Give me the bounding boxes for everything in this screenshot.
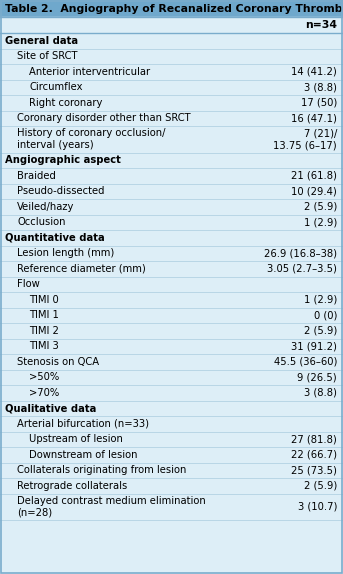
Text: 22 (66.7): 22 (66.7) xyxy=(291,450,337,460)
Bar xyxy=(0,416,343,432)
Text: General data: General data xyxy=(5,36,78,46)
Bar xyxy=(0,463,343,478)
Text: Flow: Flow xyxy=(17,279,40,289)
Bar xyxy=(0,385,343,401)
Bar xyxy=(0,308,343,323)
Bar xyxy=(0,277,343,292)
Text: Reference diameter (mm): Reference diameter (mm) xyxy=(17,263,146,274)
Text: Anterior interventricular: Anterior interventricular xyxy=(29,67,150,77)
Text: Stenosis on QCA: Stenosis on QCA xyxy=(17,357,99,367)
Bar xyxy=(0,95,343,111)
Text: Lesion length (mm): Lesion length (mm) xyxy=(17,248,114,258)
Text: Table 2.  Angiography of Recanalized Coronary Thrombi: Table 2. Angiography of Recanalized Coro… xyxy=(5,3,343,14)
Text: 2 (5.9): 2 (5.9) xyxy=(304,201,337,212)
Text: 31 (91.2): 31 (91.2) xyxy=(291,342,337,351)
Text: Upstream of lesion: Upstream of lesion xyxy=(29,435,123,444)
Text: 3.05 (2.7–3.5): 3.05 (2.7–3.5) xyxy=(267,263,337,274)
Bar xyxy=(0,17,343,33)
Text: Pseudo-dissected: Pseudo-dissected xyxy=(17,186,105,196)
Text: 27 (81.8): 27 (81.8) xyxy=(291,435,337,444)
Text: 1 (2.9): 1 (2.9) xyxy=(304,217,337,227)
Bar xyxy=(0,111,343,126)
Bar xyxy=(0,354,343,370)
Text: 26.9 (16.8–38): 26.9 (16.8–38) xyxy=(264,248,337,258)
Bar xyxy=(0,184,343,199)
Text: Arterial bifurcation (n=33): Arterial bifurcation (n=33) xyxy=(17,419,149,429)
Text: Delayed contrast medium elimination
(n=28): Delayed contrast medium elimination (n=2… xyxy=(17,495,206,518)
Text: Site of SRCT: Site of SRCT xyxy=(17,51,78,61)
Text: TIMI 3: TIMI 3 xyxy=(29,342,59,351)
Text: Circumflex: Circumflex xyxy=(29,82,83,92)
Text: 14 (41.2): 14 (41.2) xyxy=(291,67,337,77)
Bar xyxy=(0,33,343,48)
Bar xyxy=(0,292,343,308)
Text: n=34: n=34 xyxy=(305,20,337,30)
Bar xyxy=(0,168,343,184)
Text: 7 (21)/
13.75 (6–17): 7 (21)/ 13.75 (6–17) xyxy=(273,128,337,150)
Bar xyxy=(0,230,343,246)
Text: 2 (5.9): 2 (5.9) xyxy=(304,326,337,336)
Bar xyxy=(0,401,343,416)
Bar xyxy=(0,478,343,494)
Text: Collaterals originating from lesion: Collaterals originating from lesion xyxy=(17,466,186,475)
Text: 3 (10.7): 3 (10.7) xyxy=(298,502,337,512)
Text: Angiographic aspect: Angiographic aspect xyxy=(5,155,121,165)
Bar xyxy=(0,199,343,215)
Bar xyxy=(0,0,343,17)
Bar xyxy=(0,246,343,261)
Text: Veiled/hazy: Veiled/hazy xyxy=(17,201,74,212)
Bar xyxy=(0,48,343,64)
Bar xyxy=(0,447,343,463)
Text: 16 (47.1): 16 (47.1) xyxy=(291,113,337,123)
Text: 3 (8.8): 3 (8.8) xyxy=(304,82,337,92)
Text: 17 (50): 17 (50) xyxy=(301,98,337,108)
Bar xyxy=(0,370,343,385)
Bar xyxy=(0,494,343,520)
Bar xyxy=(0,64,343,80)
Text: 25 (73.5): 25 (73.5) xyxy=(291,466,337,475)
Text: 0 (0): 0 (0) xyxy=(314,311,337,320)
Text: 3 (8.8): 3 (8.8) xyxy=(304,388,337,398)
Text: History of coronary occlusion/
interval (years): History of coronary occlusion/ interval … xyxy=(17,128,166,150)
Text: Retrograde collaterals: Retrograde collaterals xyxy=(17,481,127,491)
Text: >70%: >70% xyxy=(29,388,59,398)
Text: Coronary disorder other than SRCT: Coronary disorder other than SRCT xyxy=(17,113,191,123)
Text: Braided: Braided xyxy=(17,170,56,181)
Text: 2 (5.9): 2 (5.9) xyxy=(304,481,337,491)
Text: Downstream of lesion: Downstream of lesion xyxy=(29,450,138,460)
Text: TIMI 2: TIMI 2 xyxy=(29,326,59,336)
Bar xyxy=(0,215,343,230)
Text: 45.5 (36–60): 45.5 (36–60) xyxy=(274,357,337,367)
Text: Qualitative data: Qualitative data xyxy=(5,404,96,413)
Bar xyxy=(0,80,343,95)
Text: TIMI 0: TIMI 0 xyxy=(29,295,59,305)
Bar xyxy=(0,432,343,447)
Text: 9 (26.5): 9 (26.5) xyxy=(297,373,337,382)
Text: >50%: >50% xyxy=(29,373,59,382)
Text: Occlusion: Occlusion xyxy=(17,217,66,227)
Text: Quantitative data: Quantitative data xyxy=(5,232,105,243)
Bar xyxy=(0,126,343,153)
Bar xyxy=(0,261,343,277)
Bar xyxy=(0,153,343,168)
Bar xyxy=(0,323,343,339)
Text: 10 (29.4): 10 (29.4) xyxy=(291,186,337,196)
Text: 21 (61.8): 21 (61.8) xyxy=(291,170,337,181)
Text: TIMI 1: TIMI 1 xyxy=(29,311,59,320)
Text: Right coronary: Right coronary xyxy=(29,98,102,108)
Bar xyxy=(0,339,343,354)
Text: 1 (2.9): 1 (2.9) xyxy=(304,295,337,305)
